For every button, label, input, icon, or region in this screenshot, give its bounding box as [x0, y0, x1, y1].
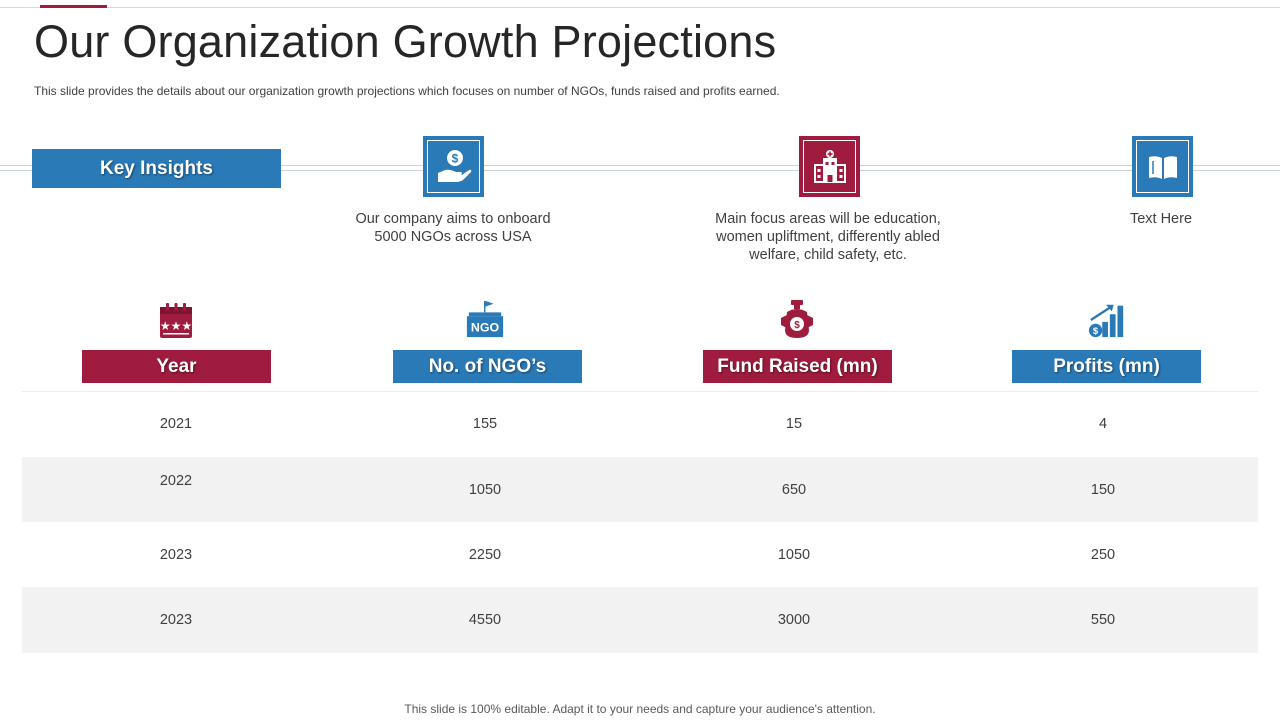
money-hand-icon: $ [437, 149, 471, 182]
insight-text: Our company aims to onboard 5000 NGOs ac… [340, 210, 566, 246]
table-row: 2021 155 15 4 [22, 392, 1258, 457]
table-cell: 2250 [468, 547, 502, 563]
donation-jar-icon: $ [781, 300, 813, 338]
column-header-fund-raised: Fund Raised (mn) [703, 350, 892, 383]
column-icon: $ [1087, 299, 1127, 339]
table-cell: 2023 [159, 612, 193, 628]
insight-line: Our company aims to onboard [355, 211, 551, 227]
table-cell: 2022 [159, 473, 193, 489]
table-cell: 650 [781, 482, 807, 498]
table-row: 2022 1050 650 150 [22, 457, 1258, 522]
table-row: 2023 2250 1050 250 [22, 522, 1258, 587]
footer-note: This slide is 100% editable. Adapt it to… [404, 702, 876, 716]
table-cell: 1050 [777, 547, 811, 563]
divider-line [0, 165, 1280, 166]
page-subtitle: This slide provides the details about ou… [34, 84, 780, 98]
table-cell: 155 [472, 416, 498, 432]
table-cell: 4 [1098, 416, 1108, 432]
column-header-ngos: No. of NGO’s [393, 350, 582, 383]
svg-text:$: $ [1093, 326, 1099, 337]
top-rule [0, 7, 1280, 8]
divider-line [0, 170, 1280, 171]
hospital-icon [813, 149, 846, 183]
column-icon: $ [777, 299, 817, 339]
table-cell: 4550 [468, 612, 502, 628]
column-header-year: Year [82, 350, 271, 383]
svg-text:$: $ [451, 151, 458, 165]
book-icon [1148, 155, 1177, 179]
insight-text: Text Here [1100, 210, 1222, 228]
insight-text: Main focus areas will be education, wome… [700, 210, 956, 264]
growth-chart-icon: $ [1088, 304, 1124, 337]
column-header-profits: Profits (mn) [1012, 350, 1201, 383]
top-accent-bar [40, 5, 107, 8]
table-cell: 3000 [777, 612, 811, 628]
page-title: Our Organization Growth Projections [34, 16, 777, 67]
ngo-building-icon: NGO [466, 300, 504, 338]
table-cell: 550 [1090, 612, 1116, 628]
insight-icon-tile [1132, 136, 1193, 197]
svg-text:★★★: ★★★ [160, 319, 192, 333]
insight-line: Main focus areas will be education, [715, 211, 941, 227]
svg-text:NGO: NGO [471, 320, 500, 334]
table-top-rule [22, 391, 1258, 392]
table-cell: 2021 [159, 416, 193, 432]
insight-line: 5000 NGOs across USA [374, 229, 532, 245]
insight-icon-tile [799, 136, 860, 197]
table-cell: 2023 [159, 547, 193, 563]
insight-icon-tile: $ [423, 136, 484, 197]
svg-text:$: $ [794, 320, 800, 331]
table-row: 2023 4550 3000 550 [22, 587, 1258, 653]
table-cell: 150 [1090, 482, 1116, 498]
table-cell: 1050 [468, 482, 502, 498]
insight-line: women upliftment, differently abled [716, 229, 940, 245]
insight-line: Text Here [1129, 211, 1193, 227]
insight-line: welfare, child safety, etc. [749, 247, 907, 263]
key-insights-banner: Key Insights [32, 149, 281, 188]
column-icon: ★★★ [156, 301, 196, 341]
column-icon: NGO [465, 299, 505, 339]
table-cell: 250 [1090, 547, 1116, 563]
calendar-icon: ★★★ [160, 303, 192, 338]
table-cell: 15 [785, 416, 803, 432]
